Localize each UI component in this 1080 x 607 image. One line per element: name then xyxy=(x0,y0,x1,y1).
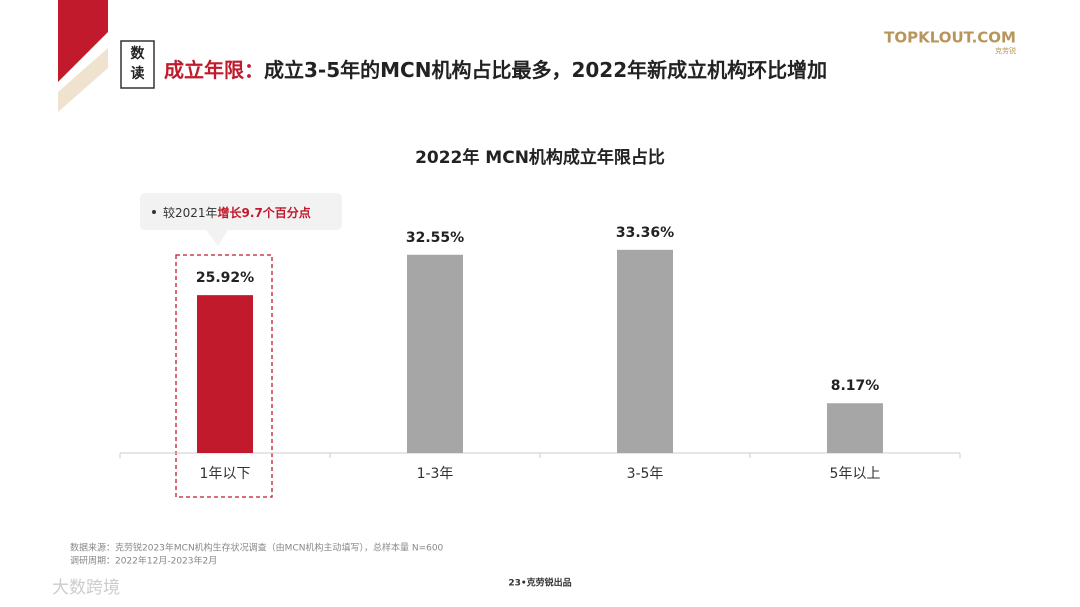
bar xyxy=(617,249,673,453)
watermark: 大数跨境 xyxy=(52,578,120,598)
data-label: 25.92% xyxy=(196,270,254,286)
corner-decoration xyxy=(58,48,108,112)
x-tick-label: 1-3年 xyxy=(417,466,454,482)
headline: 成立年限：成立3-5年的MCN机构占比最多，2022年新成立机构环比增加 xyxy=(164,58,827,82)
x-tick-label: 1年以下 xyxy=(200,466,251,482)
data-label: 33.36% xyxy=(616,225,674,241)
bar xyxy=(827,403,883,453)
bar xyxy=(407,254,463,453)
plot: 1年以下 25.92% 1-3年 32.55% 3-5年 33.36% 5年以上 8.17% xyxy=(119,225,961,482)
annotation-highlight: 增长9.7个百分点 xyxy=(218,205,311,220)
highlight-frame xyxy=(175,254,273,498)
logo-brand: 克劳锐 xyxy=(995,46,1016,55)
source-note: 数据来源：克劳锐2023年MCN机构生存状况调查（由MCN机构主动填写），总样本… xyxy=(70,542,444,554)
bullet xyxy=(152,210,156,214)
headline-highlight: 成立年限： xyxy=(164,58,264,82)
period-note: 调研周期：2022年12月-2023年2月 xyxy=(70,555,217,567)
logo-name: TOPKLOUT.COM xyxy=(884,29,1016,47)
corner-decoration xyxy=(58,0,108,82)
annotation-prefix: 较2021年 xyxy=(163,205,218,220)
x-tick-label: 5年以上 xyxy=(830,466,881,482)
data-label: 32.55% xyxy=(406,230,464,246)
chart-title: 2022年 MCN机构成立年限占比 xyxy=(415,147,665,168)
bar xyxy=(197,295,253,453)
badge-text: 读 xyxy=(131,65,145,82)
headline-text: 成立3-5年的MCN机构占比最多，2022年新成立机构环比增加 xyxy=(264,58,827,82)
annotation-box xyxy=(140,193,342,246)
x-tick-label: 3-5年 xyxy=(627,466,664,482)
annotation: 较2021年增长9.7个百分点 xyxy=(163,205,311,220)
page-number: 23•克劳锐出品 xyxy=(508,577,571,589)
data-label: 8.17% xyxy=(831,378,880,394)
badge-box xyxy=(120,40,155,89)
badge-text: 数 xyxy=(131,45,146,62)
